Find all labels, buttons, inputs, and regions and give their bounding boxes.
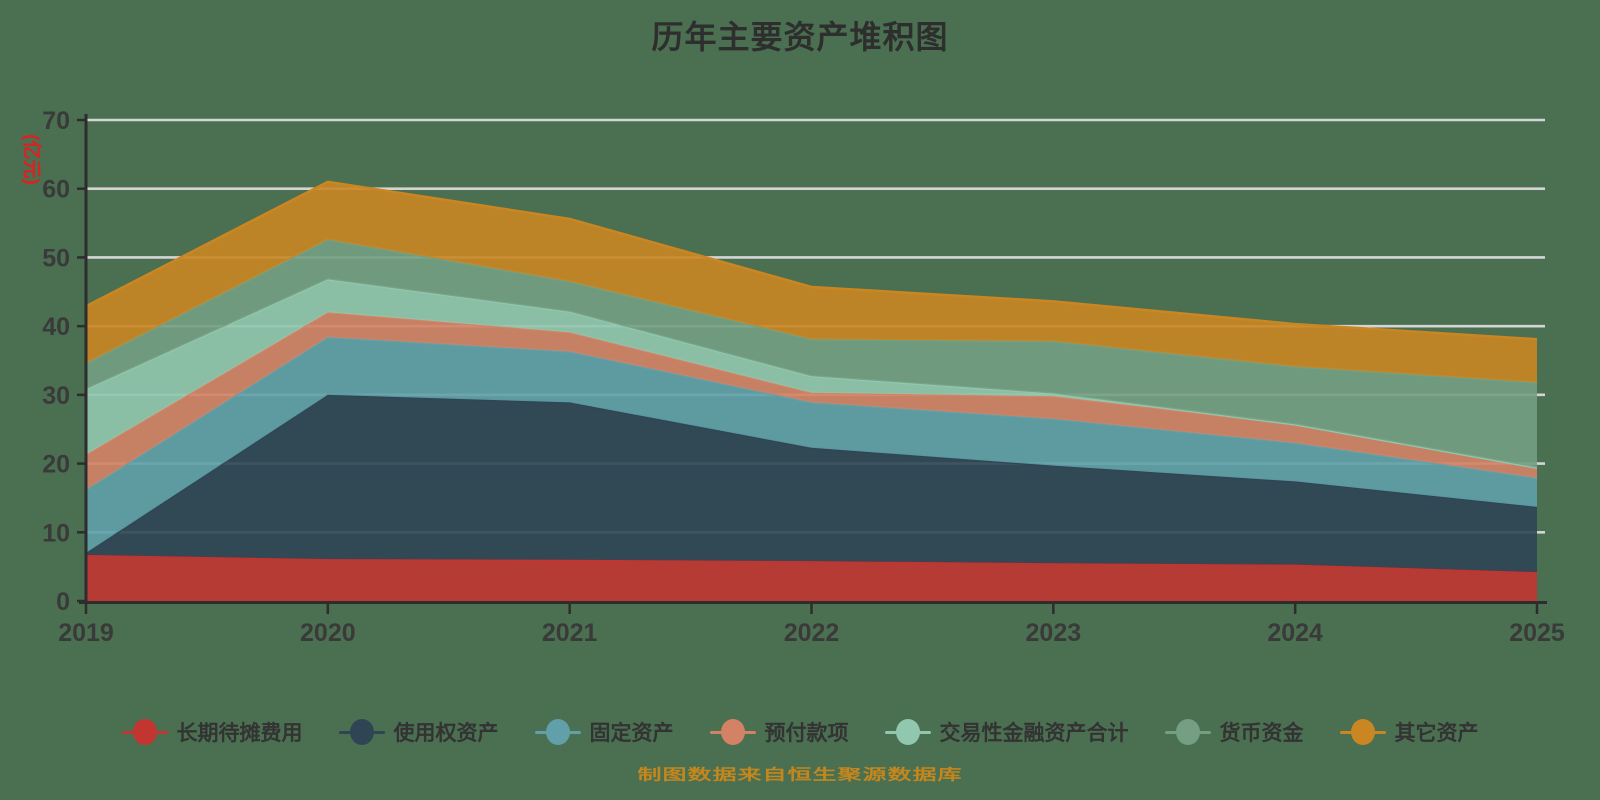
- x-tick-label-2019: 2019: [58, 619, 114, 647]
- legend-marker-icon: [884, 718, 931, 746]
- legend-label: 其它资产: [1394, 722, 1479, 745]
- x-tick-label-2020: 2020: [300, 619, 356, 647]
- series-line-6: [85, 180, 1538, 341]
- legend-label: 使用权资产: [393, 722, 499, 745]
- y-tick-label-20: 20: [42, 451, 70, 479]
- legend-label: 交易性金融资产合计: [939, 722, 1129, 745]
- legend-item-1[interactable]: 使用权资产: [338, 717, 499, 747]
- series-area-1: [86, 394, 1537, 573]
- chart-legend: 长期待摊费用 使用权资产 固定资产 预付款项 交易性金融资产合计 货币资金 其它资产: [0, 706, 1600, 758]
- x-tick-label-2022: 2022: [784, 619, 840, 647]
- legend-item-0[interactable]: 长期待摊费用: [121, 717, 303, 747]
- y-tick-label-50: 50: [42, 244, 70, 272]
- x-tick-label-2024: 2024: [1267, 619, 1323, 647]
- legend-item-3[interactable]: 预付款项: [709, 717, 849, 747]
- legend-marker-icon: [121, 718, 168, 746]
- legend-marker-icon: [1339, 718, 1386, 746]
- data-source-note: 制图数据来自恒生聚源数据库: [637, 766, 963, 784]
- y-tick-label-30: 30: [42, 382, 70, 410]
- legend-marker-icon: [534, 718, 581, 746]
- y-tick-label-10: 10: [42, 519, 70, 547]
- legend-label: 固定资产: [589, 722, 674, 745]
- x-tick-label-2021: 2021: [542, 619, 598, 647]
- chart-title: 历年主要资产堆积图: [651, 19, 949, 55]
- series-area-2: [86, 337, 1537, 553]
- legend-label: 货币资金: [1219, 722, 1304, 745]
- series-area-3: [86, 312, 1537, 490]
- legend-item-5[interactable]: 货币资金: [1164, 717, 1304, 747]
- legend-label: 长期待摊费用: [176, 722, 303, 745]
- legend-item-4[interactable]: 交易性金融资产合计: [884, 717, 1129, 747]
- legend-item-2[interactable]: 固定资产: [534, 717, 674, 747]
- series-area-6: [86, 181, 1537, 383]
- x-tick-label-2025: 2025: [1509, 619, 1565, 647]
- y-tick-label-0: 0: [56, 588, 70, 616]
- y-tick-label-70: 70: [42, 107, 70, 135]
- legend-marker-icon: [1164, 718, 1211, 746]
- legend-marker-icon: [709, 718, 756, 746]
- series-area-0: [86, 554, 1537, 601]
- x-tick-label-2023: 2023: [1026, 619, 1082, 647]
- legend-item-6[interactable]: 其它资产: [1339, 717, 1479, 747]
- series-area-5: [86, 239, 1537, 468]
- y-tick-label-60: 60: [42, 176, 70, 204]
- legend-label: 预付款项: [764, 722, 849, 745]
- legend-marker-icon: [338, 718, 385, 746]
- y-tick-label-40: 40: [42, 313, 70, 341]
